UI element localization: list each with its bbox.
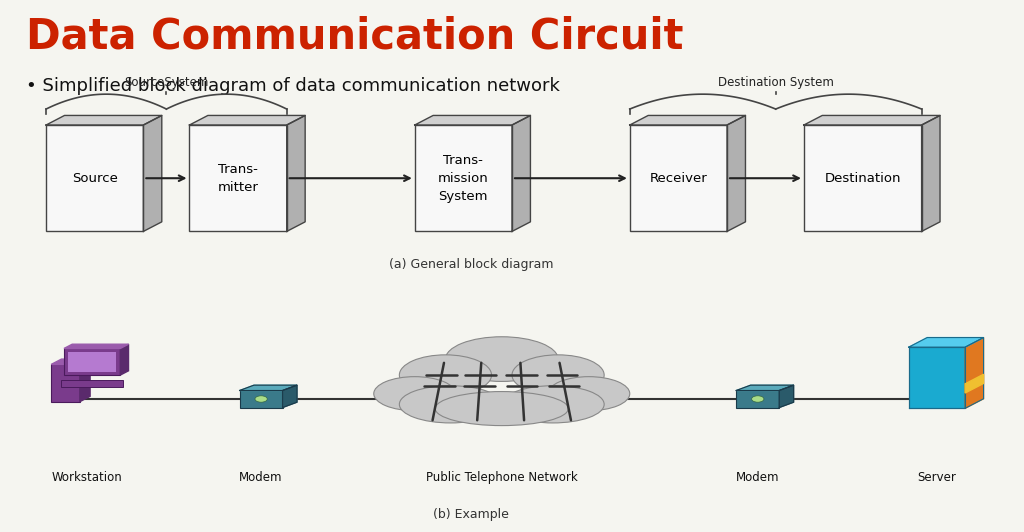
Ellipse shape (374, 377, 456, 411)
Ellipse shape (512, 355, 604, 395)
Circle shape (752, 396, 764, 402)
Text: Trans-
mission
System: Trans- mission System (438, 154, 488, 203)
Text: Modem: Modem (736, 471, 779, 484)
Polygon shape (922, 115, 940, 231)
Text: Data Communication Circuit: Data Communication Circuit (26, 16, 683, 58)
Polygon shape (736, 385, 794, 390)
Polygon shape (189, 115, 305, 125)
Text: Server: Server (918, 471, 956, 484)
Bar (51, 364, 80, 402)
Ellipse shape (548, 377, 630, 411)
Ellipse shape (435, 392, 568, 426)
Bar (804, 125, 922, 231)
Circle shape (255, 396, 267, 402)
Text: Modem: Modem (240, 471, 283, 484)
Polygon shape (80, 359, 90, 402)
Polygon shape (287, 115, 305, 231)
Bar (69, 352, 117, 372)
Polygon shape (965, 375, 983, 393)
Ellipse shape (445, 337, 558, 381)
Text: Workstation: Workstation (51, 471, 123, 484)
Text: Destination System: Destination System (718, 76, 834, 89)
Polygon shape (51, 359, 90, 364)
Bar (736, 390, 779, 408)
Ellipse shape (399, 355, 492, 395)
Text: • Simplified block diagram of data communication network: • Simplified block diagram of data commu… (26, 77, 559, 95)
Polygon shape (630, 115, 745, 125)
Polygon shape (65, 344, 129, 348)
Text: SourceSystem: SourceSystem (124, 76, 209, 89)
Polygon shape (415, 115, 530, 125)
Text: (a) General block diagram: (a) General block diagram (389, 258, 553, 271)
Polygon shape (283, 385, 297, 408)
Polygon shape (46, 115, 162, 125)
Bar (630, 125, 727, 231)
Polygon shape (804, 115, 940, 125)
Bar (909, 347, 966, 409)
Text: Source: Source (72, 172, 118, 185)
Polygon shape (727, 115, 745, 231)
Bar (61, 380, 123, 387)
Ellipse shape (502, 386, 604, 423)
Text: Public Telephone Network: Public Telephone Network (426, 471, 578, 484)
Ellipse shape (399, 386, 502, 423)
Bar (415, 125, 512, 231)
Polygon shape (909, 338, 983, 347)
Bar (65, 348, 121, 375)
Bar (189, 125, 287, 231)
Polygon shape (512, 115, 530, 231)
Polygon shape (240, 385, 297, 390)
Polygon shape (779, 385, 794, 408)
Bar (240, 390, 283, 408)
Bar (46, 125, 143, 231)
Polygon shape (965, 338, 983, 409)
Text: Trans-
mitter: Trans- mitter (218, 163, 258, 194)
Text: Destination: Destination (824, 172, 901, 185)
Polygon shape (121, 344, 129, 375)
Text: (b) Example: (b) Example (433, 508, 509, 521)
Polygon shape (143, 115, 162, 231)
Text: Receiver: Receiver (649, 172, 708, 185)
